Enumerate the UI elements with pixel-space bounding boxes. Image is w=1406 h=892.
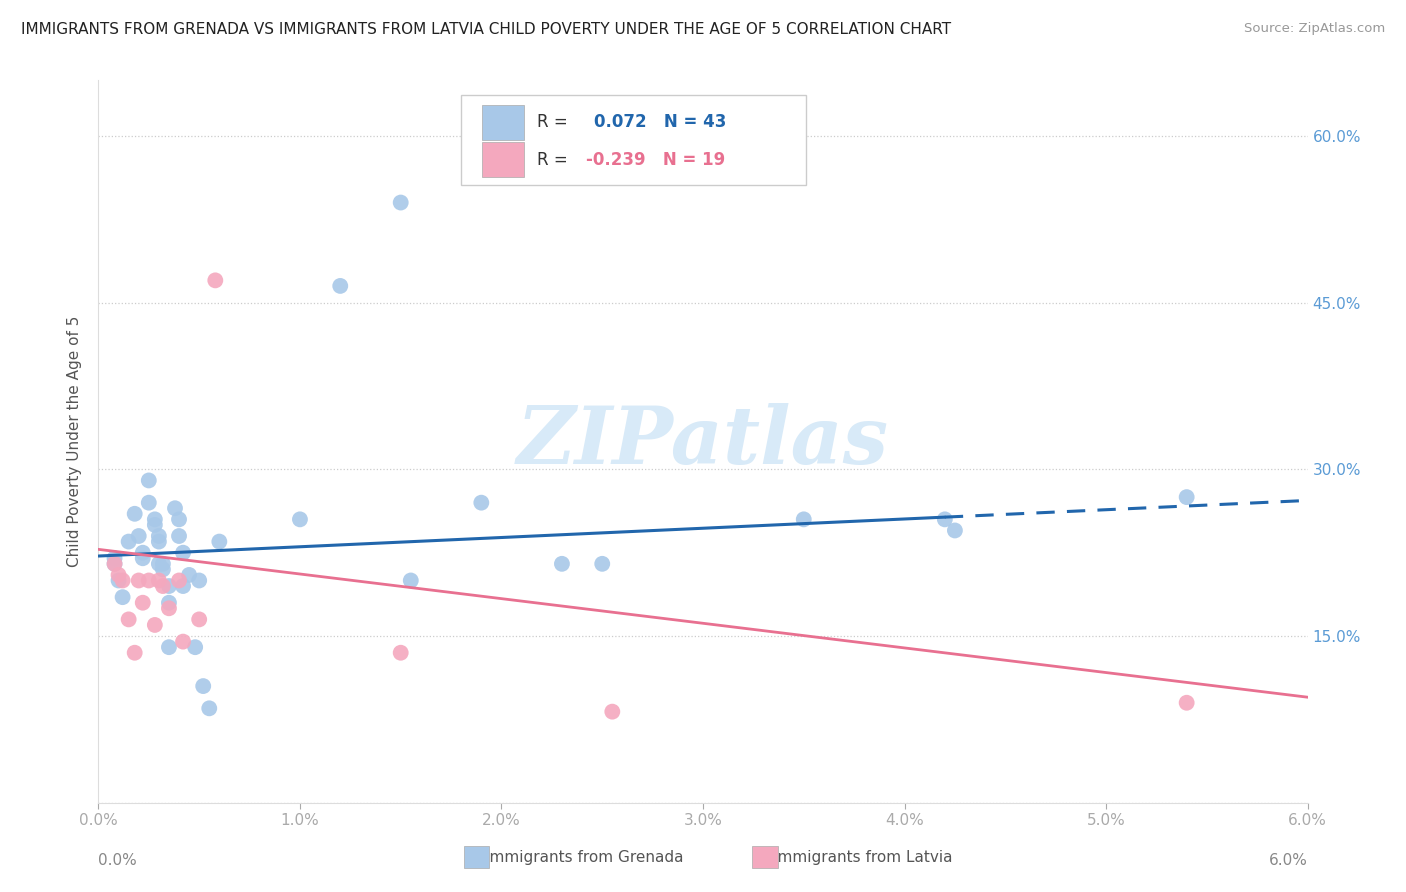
Point bbox=[132, 596, 155, 610]
Point bbox=[157, 640, 180, 655]
Point bbox=[167, 574, 190, 588]
Point bbox=[148, 529, 170, 543]
Point bbox=[148, 534, 170, 549]
Text: 0.0%: 0.0% bbox=[98, 854, 138, 868]
FancyBboxPatch shape bbox=[482, 105, 524, 139]
Point bbox=[1175, 696, 1198, 710]
Point bbox=[124, 646, 146, 660]
FancyBboxPatch shape bbox=[461, 95, 806, 185]
Point bbox=[157, 596, 180, 610]
Point bbox=[118, 612, 141, 626]
Point bbox=[152, 557, 174, 571]
Point bbox=[193, 679, 215, 693]
Point bbox=[172, 634, 194, 648]
Point bbox=[138, 574, 160, 588]
Point bbox=[138, 496, 160, 510]
Point bbox=[179, 568, 201, 582]
Point bbox=[329, 279, 352, 293]
Point bbox=[172, 579, 194, 593]
Point bbox=[943, 524, 966, 538]
Point bbox=[793, 512, 815, 526]
Point bbox=[591, 557, 613, 571]
Text: Source: ZipAtlas.com: Source: ZipAtlas.com bbox=[1244, 22, 1385, 36]
Point bbox=[148, 574, 170, 588]
FancyBboxPatch shape bbox=[482, 143, 524, 178]
Point bbox=[157, 579, 180, 593]
Point bbox=[118, 534, 141, 549]
Point bbox=[107, 568, 129, 582]
Point bbox=[184, 640, 207, 655]
Point bbox=[188, 574, 211, 588]
Point bbox=[602, 705, 624, 719]
Point bbox=[143, 512, 166, 526]
Text: 6.0%: 6.0% bbox=[1268, 854, 1308, 868]
Point bbox=[132, 546, 155, 560]
Point bbox=[208, 534, 231, 549]
Point bbox=[163, 501, 186, 516]
Point bbox=[111, 590, 134, 604]
Point bbox=[128, 574, 150, 588]
Point bbox=[172, 546, 194, 560]
Point bbox=[470, 496, 492, 510]
Point bbox=[198, 701, 221, 715]
Point bbox=[389, 195, 412, 210]
Point bbox=[143, 618, 166, 632]
Point bbox=[551, 557, 574, 571]
Point bbox=[204, 273, 226, 287]
Point bbox=[132, 551, 155, 566]
Point bbox=[167, 512, 190, 526]
Point bbox=[103, 557, 125, 571]
Point bbox=[157, 601, 180, 615]
Point bbox=[167, 529, 190, 543]
Point bbox=[934, 512, 956, 526]
Text: Immigrants from Grenada: Immigrants from Grenada bbox=[485, 850, 683, 864]
Text: IMMIGRANTS FROM GRENADA VS IMMIGRANTS FROM LATVIA CHILD POVERTY UNDER THE AGE OF: IMMIGRANTS FROM GRENADA VS IMMIGRANTS FR… bbox=[21, 22, 952, 37]
Point bbox=[1175, 490, 1198, 504]
Point bbox=[124, 507, 146, 521]
Point bbox=[148, 557, 170, 571]
Text: ZIPatlas: ZIPatlas bbox=[517, 403, 889, 480]
Point bbox=[143, 517, 166, 532]
Point bbox=[111, 574, 134, 588]
Text: -0.239   N = 19: -0.239 N = 19 bbox=[586, 151, 725, 169]
Text: 0.072   N = 43: 0.072 N = 43 bbox=[595, 113, 727, 131]
Point bbox=[288, 512, 311, 526]
Point bbox=[138, 474, 160, 488]
Text: Immigrants from Latvia: Immigrants from Latvia bbox=[773, 850, 953, 864]
Point bbox=[188, 612, 211, 626]
Point bbox=[152, 562, 174, 576]
Text: R =: R = bbox=[537, 113, 579, 131]
Point bbox=[389, 646, 412, 660]
Y-axis label: Child Poverty Under the Age of 5: Child Poverty Under the Age of 5 bbox=[67, 316, 83, 567]
Point bbox=[103, 557, 125, 571]
Point bbox=[128, 529, 150, 543]
Point bbox=[152, 579, 174, 593]
Point bbox=[399, 574, 422, 588]
Point bbox=[107, 574, 129, 588]
Point bbox=[103, 551, 125, 566]
Text: R =: R = bbox=[537, 151, 574, 169]
